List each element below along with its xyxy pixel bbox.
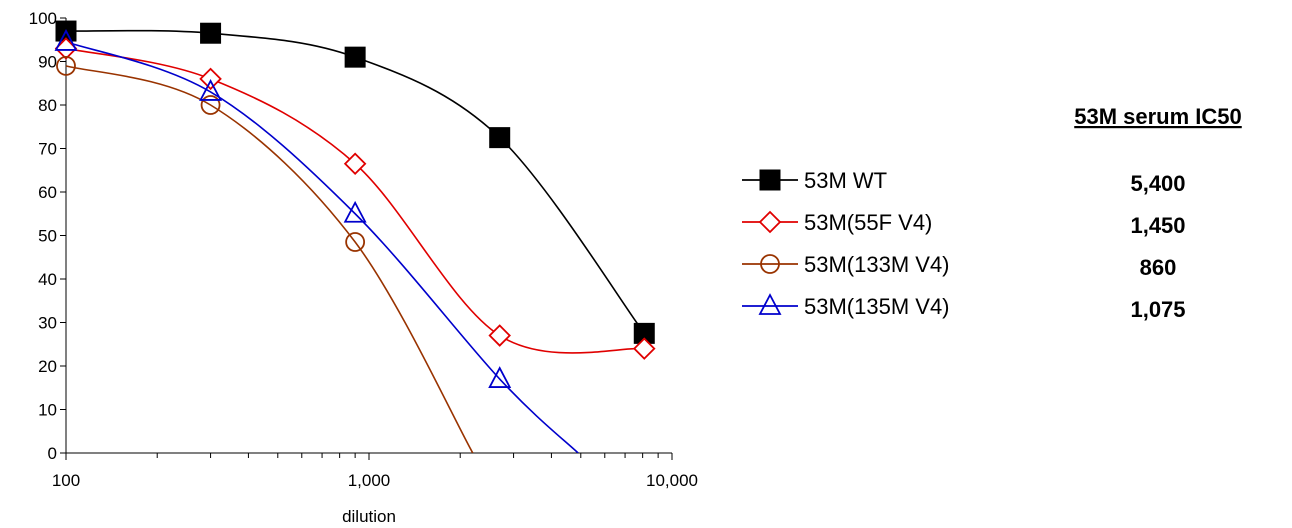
y-tick-label: 50 <box>38 227 57 246</box>
data-point <box>344 46 366 68</box>
data-point <box>343 200 367 223</box>
plot-area: 0 10 20 30 40 50 60 70 80 90 100 100 1,000 10,000 dilu… <box>29 9 698 526</box>
legend-marker <box>759 169 781 191</box>
y-tick-label: 60 <box>38 183 57 202</box>
ic50-value: 5,400 <box>1130 171 1185 196</box>
x-tick-label: 100 <box>52 471 80 490</box>
ic50-table: 53M serum IC50 5,400 1,450 860 1,075 <box>1074 104 1242 322</box>
series-curves <box>65 29 645 453</box>
ic50-value: 1,450 <box>1130 213 1185 238</box>
legend-label: 53M WT <box>804 168 887 193</box>
y-tick-label: 30 <box>38 314 57 333</box>
x-axis-title: dilution <box>342 507 396 526</box>
y-tick-label: 0 <box>48 444 57 463</box>
series-markers <box>54 20 656 388</box>
ic50-value: 1,075 <box>1130 297 1185 322</box>
data-point <box>343 152 367 175</box>
series-line <box>65 29 645 334</box>
data-point <box>488 366 512 388</box>
data-point <box>199 67 222 91</box>
data-point <box>488 324 511 347</box>
data-point <box>489 127 511 149</box>
legend-label: 53M(135M V4) <box>804 294 950 319</box>
legend-label: 53M(133M V4) <box>804 252 950 277</box>
y-tick-label: 20 <box>38 357 57 376</box>
data-point <box>199 79 223 101</box>
legend-item: 53M(133M V4) <box>742 252 950 277</box>
data-point <box>54 28 78 51</box>
data-point <box>345 232 366 252</box>
y-tick-label: 90 <box>38 53 57 72</box>
y-tick-label: 40 <box>38 270 57 289</box>
x-tick-label: 10,000 <box>646 471 698 490</box>
data-point <box>632 337 656 360</box>
y-tick-label: 70 <box>38 140 57 159</box>
ic50-title: 53M serum IC50 <box>1074 104 1242 129</box>
legend-marker <box>760 254 780 274</box>
legend-label: 53M(55F V4) <box>804 210 932 235</box>
ic50-value: 860 <box>1140 255 1177 280</box>
data-point <box>200 95 221 115</box>
y-tick-label: 100 <box>29 9 57 28</box>
legend-marker <box>758 293 782 315</box>
legend-item: 53M WT <box>742 168 887 193</box>
data-point <box>200 22 222 44</box>
series-line <box>65 47 645 354</box>
y-tick-label: 10 <box>38 401 57 420</box>
legend-item: 53M(55F V4) <box>742 210 932 235</box>
legend-marker <box>758 210 782 234</box>
x-tick-label: 1,000 <box>348 471 391 490</box>
series-line <box>65 41 579 453</box>
legend-item: 53M(135M V4) <box>742 293 950 319</box>
legend: 53M WT 53M(55F V4) 53M(133M V4) 53M(135M V4… <box>742 168 950 319</box>
data-point <box>56 55 76 76</box>
y-tick-label: 80 <box>38 96 57 115</box>
series-line <box>65 65 474 453</box>
